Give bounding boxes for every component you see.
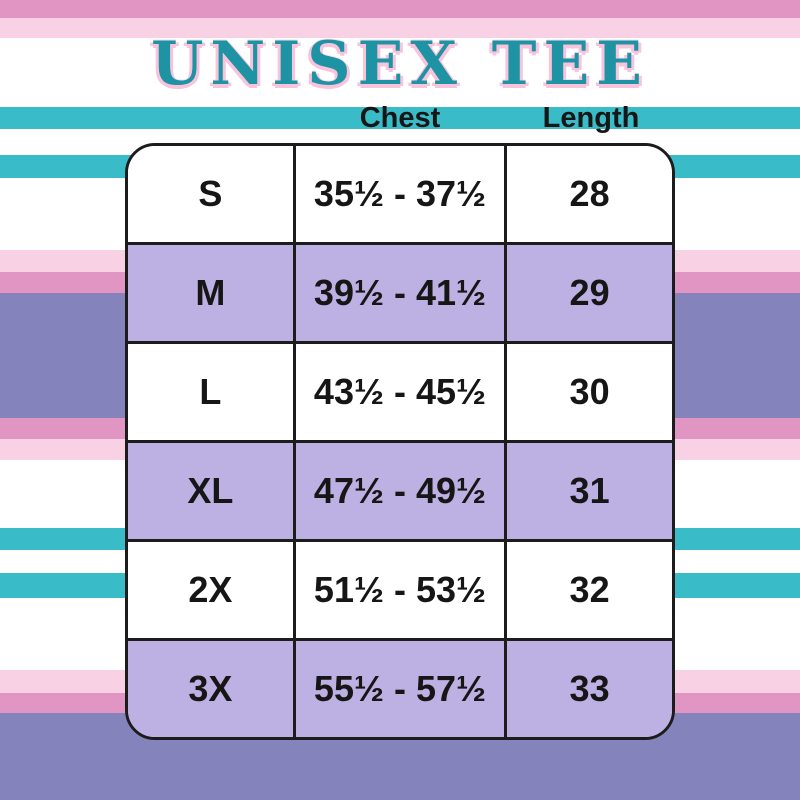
length-cell: 32 [569,569,610,610]
size-table: S 35½ - 37½ 28 M 39½ - 41½ 29 L 43½ - 45… [125,143,675,740]
length-cell: 28 [569,173,610,214]
chest-cell: 55½ - 57½ [292,641,508,737]
length-cell: 30 [569,371,610,412]
chest-cell: 43½ - 45½ [292,344,508,440]
size-cell: 2X [188,569,233,610]
length-cell: 33 [569,668,610,709]
size-cell: L [199,371,222,412]
size-cell: S [198,173,223,214]
bg-stripe-light_pink [0,18,800,38]
bg-stripe-dark_pink [0,0,800,18]
length-cell: 31 [569,470,610,511]
bg-stripe-teal_stripe [0,107,800,129]
size-cell: M [195,272,226,313]
page-title: UNISEX TEE [151,29,649,99]
column-header-chest: Chest [359,102,441,134]
table-row: XL 47½ - 49½ 31 [128,440,672,539]
table-row: L 43½ - 45½ 30 [128,341,672,440]
size-cell: 3X [188,668,233,709]
chest-cell: 51½ - 53½ [292,542,508,638]
chest-cell: 47½ - 49½ [292,443,508,539]
column-header-length: Length [542,102,640,134]
chest-cell: 35½ - 37½ [292,146,508,242]
size-cell: XL [187,470,234,511]
chest-cell: 39½ - 41½ [292,245,508,341]
table-row: S 35½ - 37½ 28 [128,146,672,242]
table-row: 3X 55½ - 57½ 33 [128,638,672,737]
table-row: 2X 51½ - 53½ 32 [128,539,672,638]
table-row: M 39½ - 41½ 29 [128,242,672,341]
length-cell: 29 [569,272,610,313]
